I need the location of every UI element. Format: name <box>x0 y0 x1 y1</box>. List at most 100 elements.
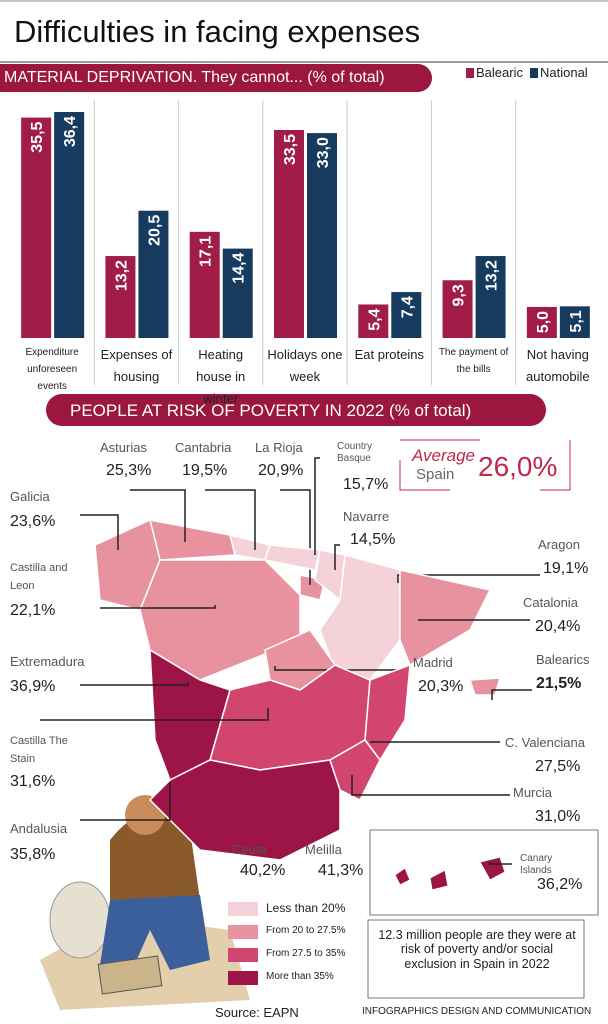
source: Source: EAPN <box>215 1005 299 1020</box>
region-value: 14,5% <box>350 531 396 548</box>
legend-label: From 27.5 to 35% <box>266 948 346 959</box>
value-label: 13,2 <box>113 260 130 291</box>
x-tick-label: Expenditure unforeseen events <box>25 347 79 392</box>
region <box>364 663 411 762</box>
leader-line <box>130 489 186 542</box>
region <box>394 867 411 886</box>
region-name: Melilla <box>305 842 342 857</box>
region-name: Asturias <box>100 440 147 455</box>
bar <box>391 292 422 338</box>
note-box <box>367 919 585 999</box>
region-value: 21,5% <box>536 675 582 692</box>
region-name: Galicia <box>10 489 50 504</box>
leader-line <box>397 574 540 583</box>
region <box>399 569 492 667</box>
region-value: 27,5% <box>535 758 581 775</box>
legend-swatch <box>466 68 474 78</box>
bar <box>21 117 52 338</box>
value-label: 5,0 <box>535 311 552 333</box>
value-label: 35,5 <box>29 121 46 152</box>
region-name: Canary Islands <box>520 853 553 876</box>
x-tick-label: Eat proteins <box>354 347 424 362</box>
region-value: 35,8% <box>10 846 56 863</box>
value-label: 33,5 <box>282 134 299 165</box>
x-tick-label: Not having automobile <box>526 347 590 385</box>
region-value: 20,3% <box>418 678 464 695</box>
legend-swatch <box>228 902 258 916</box>
region-value: 41,3% <box>318 862 364 879</box>
region-value: 36,2% <box>537 876 583 893</box>
bar <box>442 280 473 338</box>
credit: INFOGRAPHICS DESIGN AND COMMUNICATION <box>362 1006 592 1017</box>
section-header <box>46 394 547 426</box>
value-label: 14,4 <box>231 252 248 283</box>
legend-swatch <box>530 68 538 78</box>
bar <box>307 133 337 338</box>
region-value: 19,5% <box>182 462 228 479</box>
note: 12.3 million people are they were at ris… <box>378 928 576 971</box>
legend-label: More than 35% <box>266 971 334 982</box>
value-label: 17,1 <box>198 236 215 267</box>
legend-swatch <box>228 948 258 962</box>
region <box>468 677 502 696</box>
x-tick-label: Heating house in winter <box>196 347 246 407</box>
region-name: Cantabria <box>175 440 232 455</box>
region-value: 19,1% <box>543 560 589 577</box>
leader-line <box>40 708 269 721</box>
legend-label: From 20 to 27.5% <box>266 925 346 936</box>
leader-line <box>274 666 410 671</box>
bar <box>274 130 304 338</box>
leader-line <box>280 489 311 585</box>
region <box>148 759 341 861</box>
region-name: Aragon <box>538 537 580 552</box>
bar <box>138 210 169 338</box>
average-sublabel: Spain <box>416 466 455 483</box>
value-label: 33,0 <box>315 137 332 168</box>
leader-line <box>351 775 510 796</box>
section-header <box>0 64 432 92</box>
region-value: 23,6% <box>10 513 56 530</box>
region <box>429 869 449 891</box>
region-name: Navarre <box>343 509 390 524</box>
region-name: Country Basque <box>337 441 373 464</box>
value-label: 5,1 <box>568 310 585 332</box>
region-name: Castilla The Stain <box>10 735 68 765</box>
bar <box>54 112 85 338</box>
region-name: Ceuta <box>232 842 267 857</box>
average-box <box>399 439 571 491</box>
region-value: 22,1% <box>10 602 56 619</box>
region-value: 15,7% <box>343 476 389 493</box>
illustration <box>40 795 250 1010</box>
value-label: 36,4 <box>62 116 79 147</box>
region-name: La Rioja <box>255 440 303 455</box>
region <box>228 533 271 561</box>
x-tick-label: The payment of the bills <box>438 347 509 375</box>
leader-line <box>491 689 532 700</box>
bar <box>105 256 136 338</box>
legend-label: Less than 20% <box>266 901 346 915</box>
title: Difficulties in facing expenses <box>14 14 421 49</box>
region-value: 25,3% <box>106 462 152 479</box>
canary-box <box>369 829 599 916</box>
region-name: Murcia <box>513 785 553 800</box>
leader-line <box>489 862 512 865</box>
legend-label: National <box>540 65 588 80</box>
legend-swatch <box>228 971 258 985</box>
bar <box>475 256 506 338</box>
region-value: 31,6% <box>10 773 56 790</box>
region <box>148 519 236 561</box>
value-label: 9,3 <box>451 284 468 306</box>
leader-line <box>80 514 119 550</box>
legend-label: Balearic <box>476 65 523 80</box>
region-value: 31,0% <box>535 808 581 825</box>
bar <box>358 304 389 338</box>
region-name: Andalusia <box>10 821 68 836</box>
value-label: 7,4 <box>399 296 416 318</box>
leader-line <box>100 605 216 609</box>
value-label: 13,2 <box>484 260 501 291</box>
region-value: 20,9% <box>258 462 304 479</box>
leader-line <box>80 682 189 686</box>
region-name: Extremadura <box>10 654 85 669</box>
bar <box>559 306 590 338</box>
